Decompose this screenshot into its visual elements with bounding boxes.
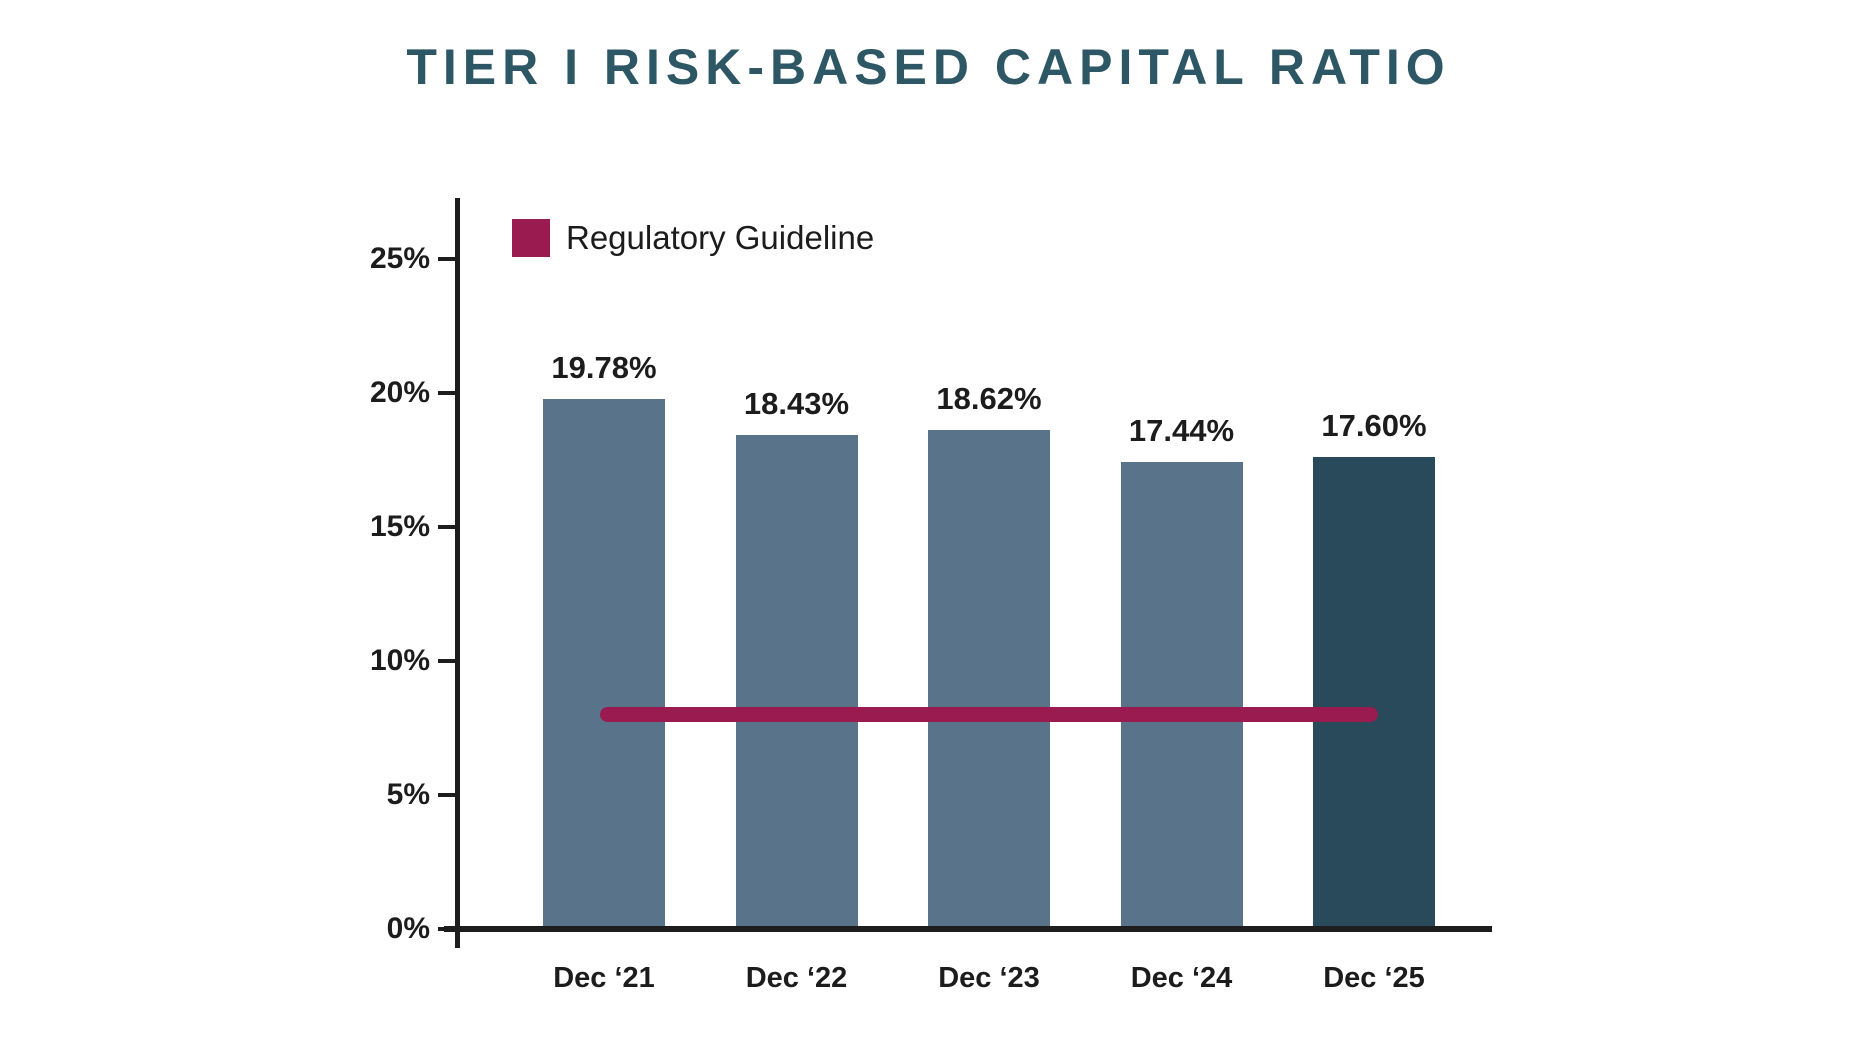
legend-label: Regulatory Guideline: [566, 219, 875, 256]
y-tick-mark: [438, 525, 456, 529]
y-tick-label: 25%: [369, 242, 430, 275]
y-tick-label: 5%: [386, 778, 430, 811]
x-axis-line: [444, 926, 1492, 932]
legend: Regulatory Guideline: [512, 218, 874, 257]
y-tick-label: 15%: [369, 510, 430, 543]
bar-value-label: 18.62%: [936, 380, 1042, 416]
x-axis-label: Dec ‘24: [1130, 962, 1233, 994]
legend-swatch-regulatory-guideline: [512, 218, 550, 257]
bar-Dec ‘23: [928, 429, 1050, 929]
y-tick-mark: [438, 927, 456, 931]
y-tick-label: 20%: [369, 376, 430, 409]
bar-Dec ‘24: [1120, 461, 1243, 929]
x-axis-label: Dec ‘23: [938, 962, 1040, 994]
x-axis-label: Dec ‘22: [745, 962, 848, 994]
y-tick-mark: [438, 391, 456, 395]
bar-value-label: 18.43%: [743, 386, 850, 422]
bar-Dec ‘25: [1313, 457, 1435, 929]
y-tick-mark: [438, 793, 456, 797]
x-axis-label: Dec ‘21: [553, 962, 655, 994]
chart-title: TIER I RISK-BASED CAPITAL RATIO: [406, 39, 1451, 95]
x-axis-label: Dec ‘25: [1323, 962, 1425, 994]
y-tick-mark: [438, 257, 456, 261]
bar-value-label: 17.44%: [1128, 412, 1235, 448]
bar-value-label: 19.78%: [551, 349, 657, 385]
y-axis-line: [455, 198, 460, 948]
y-tick-mark: [438, 659, 456, 663]
y-tick-label: 10%: [369, 644, 430, 677]
bar-value-label: 17.60%: [1321, 408, 1427, 444]
bar-Dec ‘22: [735, 435, 858, 929]
y-tick-label: 0%: [386, 912, 430, 945]
regulatory-guideline-line: [600, 707, 1378, 723]
bar-Dec ‘21: [543, 398, 665, 929]
